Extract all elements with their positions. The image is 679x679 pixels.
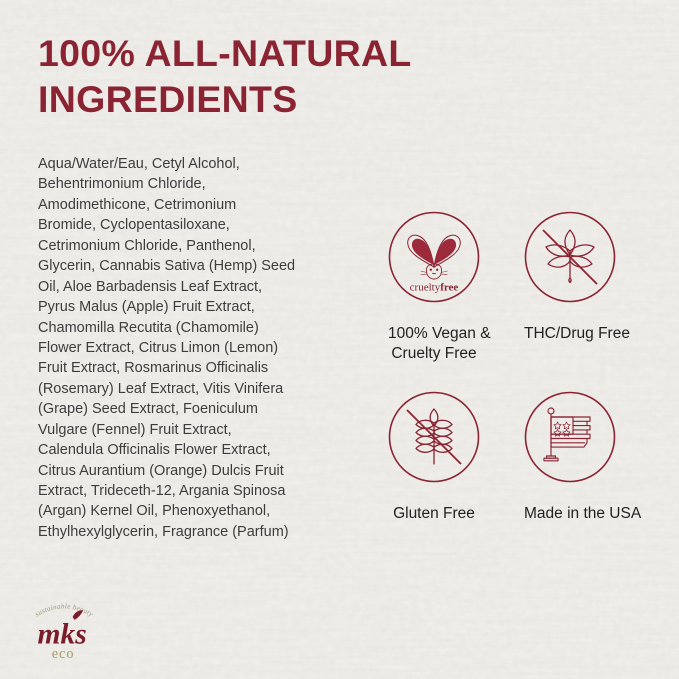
svg-text:crueltyfree: crueltyfree xyxy=(410,282,459,294)
svg-text:eco: eco xyxy=(52,646,75,662)
svg-text:sustainable beauty: sustainable beauty xyxy=(34,602,95,618)
